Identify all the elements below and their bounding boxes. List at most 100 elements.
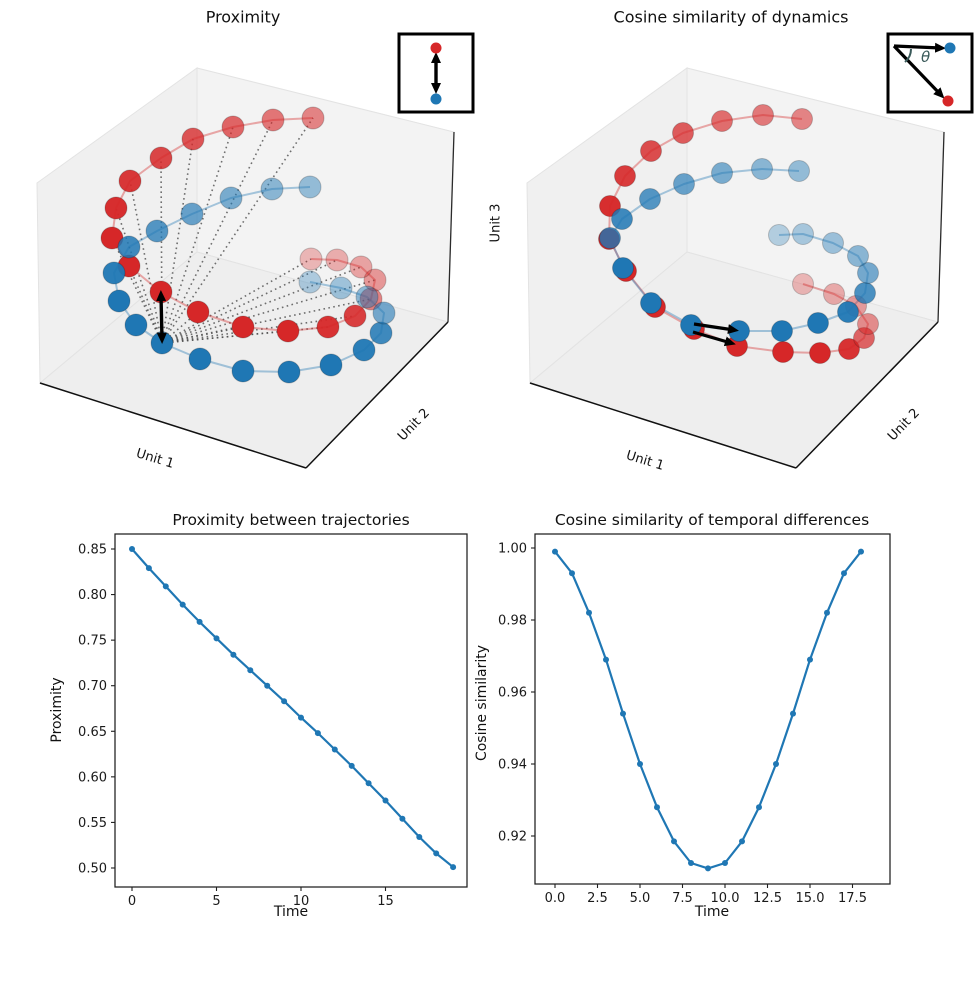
scatter-dot-blue [369, 321, 393, 345]
y-tick-label: 0.98 [498, 614, 527, 629]
scatter-dot-red [261, 108, 285, 132]
data-point [162, 583, 169, 590]
fan-dotted-line [161, 279, 376, 344]
scatter-dot-red [104, 196, 128, 220]
fan-dotted-line [161, 298, 372, 344]
y-tick-label: 0.96 [498, 686, 527, 701]
data-point [841, 570, 847, 577]
data-point [756, 804, 762, 811]
scatter-dot-red [231, 315, 255, 339]
fan-dotted-line [161, 266, 362, 344]
fan-dotted-line [161, 119, 274, 344]
data-point [196, 618, 203, 625]
y-tick-label: 0.94 [498, 758, 527, 773]
data-point [807, 656, 813, 663]
blue-difference-arrow [693, 322, 739, 335]
inset-blue-dot [430, 93, 442, 105]
title-cosine-3d: Cosine similarity of dynamics [613, 7, 849, 27]
inset-red-dot [942, 95, 954, 107]
axes-cosine-line: 0.0 2.5 5.0 7.5 10.0 12.5 15.0 17.5 1.00 0.98 0.96… [498, 533, 891, 906]
data-point [298, 714, 304, 721]
x-tick-label: 17.5 [838, 891, 867, 906]
y-tick-label: 0.80 [78, 588, 107, 603]
data-point [230, 651, 237, 658]
red-difference-arrow [692, 330, 736, 347]
scatter-dot-blue [612, 257, 634, 279]
scatter-dot-red [359, 287, 383, 311]
x-tick-label: 15.0 [796, 891, 825, 906]
data-point [586, 609, 592, 616]
x-tick-label: 12.5 [753, 891, 782, 906]
data-point [569, 570, 575, 577]
inset-proximity-legend [397, 32, 475, 114]
data-point [399, 815, 406, 822]
y-tick-label: 0.65 [78, 725, 107, 740]
data-point [281, 698, 288, 705]
inset-red-dot [430, 42, 442, 54]
scatter-dot-red [857, 313, 879, 335]
scatter-dot-red [349, 255, 373, 279]
inset-theta-arc [904, 48, 913, 63]
data-point [705, 865, 711, 872]
scatter-dot-blue [807, 312, 829, 334]
scatter-dot-blue [599, 227, 621, 249]
y-tick-label: 0.60 [78, 770, 107, 785]
y-tick-label: 1.00 [498, 542, 527, 557]
scatter-dot-blue [847, 245, 869, 267]
pane-group-cosine [526, 67, 945, 469]
axis-spine-unit3 [937, 131, 945, 323]
data-point [688, 860, 694, 866]
scatter-dot-blue [792, 223, 814, 245]
scatter-dot-blue [180, 202, 204, 226]
scatter-dot-blue [231, 359, 255, 383]
scatter-dot-blue [298, 270, 322, 294]
data-line [130, 547, 455, 869]
x-tick-label: 5.0 [630, 891, 651, 906]
scatter-dot-red [363, 268, 387, 292]
data-point [382, 797, 389, 804]
scatter-dot-red [640, 140, 662, 162]
scatter-dot-blue [768, 224, 790, 246]
scatter-dot-red [316, 315, 340, 339]
scatter-dot-red [823, 283, 845, 305]
plot-frame [114, 533, 468, 888]
scatter-dot-blue [124, 313, 148, 337]
scatter-dot-blue [117, 235, 141, 259]
y-tick-label: 0.92 [498, 830, 527, 845]
x-tick-label: 5 [212, 894, 220, 909]
axis-spine-unit2 [305, 321, 449, 469]
data-point [416, 834, 423, 841]
inset-arrow-to-red [892, 44, 945, 99]
axes-proximity-line: 0 5 10 15 0.85 0.80 0.75 0.70 0.65 0.60 0.55 0.50 [78, 533, 468, 909]
data-point [348, 762, 355, 769]
data-point [129, 546, 135, 552]
scatter-dot-red [221, 115, 245, 139]
data-point [365, 780, 372, 787]
scatter-dot-blue [822, 232, 844, 254]
fan-dotted-line [161, 258, 312, 344]
scatter-dot-blue [611, 208, 633, 230]
axis-label-time-left: Time [273, 904, 309, 920]
y-tick-label: 0.55 [78, 816, 107, 831]
data-point [247, 667, 254, 674]
scatter-dot-red [838, 338, 860, 360]
scatter-dot-red [186, 300, 210, 324]
scatter-dot-blue [639, 188, 661, 210]
scatter-dot-blue [102, 261, 126, 285]
scatter-dot-blue [145, 219, 169, 243]
inset-blue-dot [944, 42, 956, 54]
scatter-dot-red [343, 304, 367, 328]
pane-group-proximity [36, 67, 455, 469]
scatter-dot-blue [329, 276, 353, 300]
scatter-dot-red [614, 165, 636, 187]
scatter-dot-red [809, 342, 831, 364]
scatter-dot-blue [771, 320, 793, 342]
data-point [773, 761, 779, 767]
x-tick-label: 0 [128, 894, 136, 909]
x-tick-label: 10.0 [711, 891, 740, 906]
data-point [739, 838, 745, 845]
data-point [603, 656, 609, 663]
scatter-dot-red [118, 169, 142, 193]
axis-spine-unit2 [795, 321, 939, 469]
